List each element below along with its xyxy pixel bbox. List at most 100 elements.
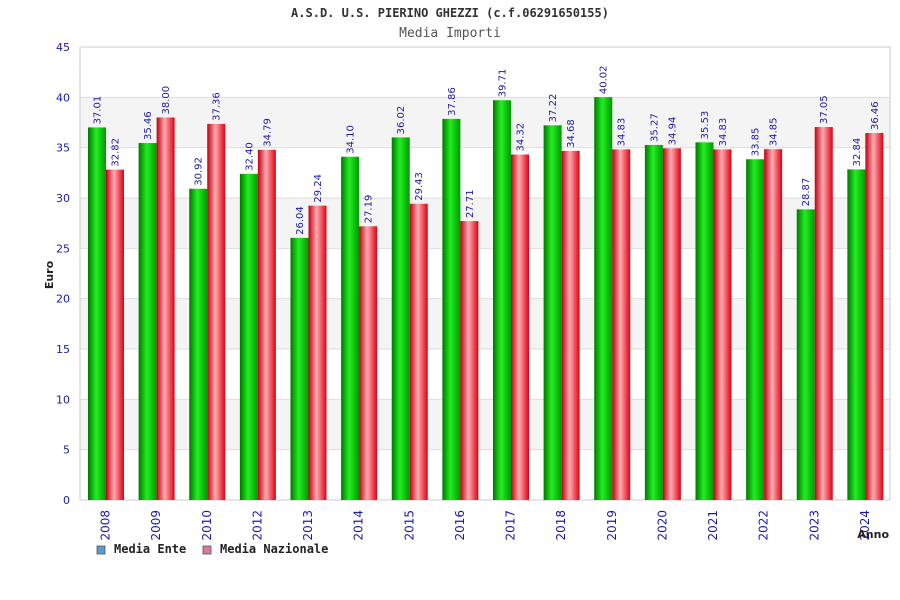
data-label: 32.40 bbox=[244, 142, 255, 171]
bar-media-ente bbox=[493, 100, 511, 500]
y-tick-label: 45 bbox=[56, 41, 70, 54]
bar-media-nazionale bbox=[460, 221, 479, 500]
bar-media-nazionale bbox=[814, 127, 833, 500]
data-label: 38.00 bbox=[161, 86, 172, 115]
data-label: 35.46 bbox=[143, 111, 154, 140]
legend-swatch bbox=[96, 545, 106, 555]
bar-media-ente bbox=[442, 118, 461, 500]
data-label: 37.22 bbox=[548, 94, 559, 123]
legend-swatch bbox=[202, 545, 212, 555]
y-tick-label: 20 bbox=[56, 293, 70, 306]
bar-media-nazionale bbox=[865, 132, 884, 500]
x-tick-label: 2013 bbox=[301, 510, 315, 541]
data-label: 34.79 bbox=[262, 118, 273, 147]
bar-media-ente bbox=[644, 144, 663, 500]
y-axis-title: Euro bbox=[43, 260, 56, 289]
x-tick-label: 2019 bbox=[605, 510, 619, 541]
x-tick-label: 2008 bbox=[99, 510, 113, 541]
data-label: 40.02 bbox=[599, 65, 610, 94]
bar-media-ente bbox=[88, 127, 106, 500]
chart-title: A.S.D. U.S. PIERINO GHEZZI (c.f.06291650… bbox=[291, 6, 609, 20]
data-label: 34.10 bbox=[346, 125, 357, 154]
x-tick-label: 2015 bbox=[402, 510, 416, 541]
bar-media-nazionale bbox=[561, 150, 580, 500]
x-axis-ticks: 2008 2009 2010 2012 2013 2014 2015 2016 2017 2018… bbox=[99, 510, 872, 541]
bar-media-nazionale bbox=[156, 117, 175, 500]
data-label: 34.68 bbox=[566, 119, 577, 148]
x-tick-label: 2023 bbox=[807, 510, 821, 541]
data-label: 33.85 bbox=[751, 128, 762, 157]
bar-media-ente bbox=[746, 159, 765, 500]
data-label: 34.85 bbox=[769, 118, 780, 147]
data-label: 34.94 bbox=[667, 117, 678, 146]
chart-subtitle: Media Importi bbox=[399, 26, 501, 41]
x-tick-label: 2009 bbox=[149, 510, 163, 541]
plot-area-border bbox=[79, 46, 891, 501]
x-tick-label: 2020 bbox=[655, 510, 669, 541]
data-label: 29.43 bbox=[414, 172, 425, 201]
bar-media-ente bbox=[594, 97, 613, 501]
bar-media-nazionale bbox=[409, 203, 428, 500]
bar-media-ente bbox=[189, 188, 208, 501]
bar-media-nazionale bbox=[764, 149, 783, 500]
data-label: 35.53 bbox=[700, 111, 711, 140]
data-label: 37.86 bbox=[447, 87, 458, 116]
x-tick-label: 2016 bbox=[453, 510, 467, 541]
x-tick-label: 2021 bbox=[706, 510, 720, 541]
bar-media-nazionale bbox=[207, 123, 226, 500]
bar-media-nazionale bbox=[612, 149, 631, 501]
bars bbox=[88, 97, 884, 501]
bar-media-ente bbox=[138, 143, 157, 500]
bar-media-ente bbox=[391, 137, 410, 500]
data-label: 32.82 bbox=[111, 138, 122, 167]
data-label: 29.24 bbox=[313, 174, 324, 203]
x-tick-label: 2010 bbox=[200, 510, 214, 541]
data-label: 32.84 bbox=[852, 138, 863, 167]
x-axis-title: Anno bbox=[857, 528, 889, 541]
y-tick-label: 40 bbox=[56, 91, 70, 104]
x-tick-label: 2012 bbox=[250, 510, 264, 541]
bar-media-ente bbox=[341, 156, 360, 500]
x-tick-label: 2024 bbox=[858, 510, 872, 541]
bar-media-ente bbox=[796, 209, 815, 500]
bar-media-nazionale bbox=[257, 149, 276, 500]
data-label: 34.83 bbox=[718, 118, 729, 147]
bar-media-nazionale bbox=[662, 148, 681, 500]
bar-media-ente bbox=[695, 142, 714, 500]
data-label: 36.02 bbox=[396, 106, 407, 135]
bar-media-nazionale bbox=[106, 169, 124, 500]
background-band bbox=[80, 47, 890, 98]
data-label: 37.05 bbox=[819, 95, 830, 124]
y-tick-label: 15 bbox=[56, 343, 70, 356]
bar-media-nazionale bbox=[308, 205, 327, 500]
data-label: 39.71 bbox=[498, 69, 509, 98]
legend: Media Ente Media Nazionale bbox=[96, 542, 328, 556]
y-tick-label: 30 bbox=[56, 192, 70, 205]
data-label: 37.01 bbox=[93, 96, 104, 125]
y-axis-ticks: 0 5 10 15 20 25 30 35 40 45 bbox=[56, 41, 70, 507]
legend-label: Media Ente bbox=[114, 542, 186, 556]
data-label: 34.32 bbox=[516, 123, 527, 152]
x-tick-label: 2017 bbox=[504, 510, 518, 541]
data-label: 27.19 bbox=[364, 195, 375, 224]
x-tick-label: 2022 bbox=[757, 510, 771, 541]
data-labels: 37.01 32.82 35.46 38.00 30.92 37.36 32.40 34.79… bbox=[93, 65, 881, 234]
data-label: 37.36 bbox=[212, 92, 223, 121]
bar-media-nazionale bbox=[359, 226, 378, 500]
bar-media-ente bbox=[290, 237, 309, 500]
bar-media-ente bbox=[543, 125, 562, 500]
bar-media-nazionale bbox=[511, 154, 529, 500]
y-tick-label: 35 bbox=[56, 142, 70, 155]
bar-media-ente bbox=[847, 169, 866, 501]
y-tick-label: 5 bbox=[63, 444, 70, 457]
data-label: 30.92 bbox=[194, 157, 205, 186]
data-label: 26.04 bbox=[295, 206, 306, 235]
data-label: 28.87 bbox=[801, 178, 812, 207]
y-tick-label: 0 bbox=[63, 494, 70, 507]
y-tick-label: 25 bbox=[56, 242, 70, 255]
bar-media-nazionale bbox=[713, 149, 732, 501]
x-tick-label: 2018 bbox=[554, 510, 568, 541]
data-label: 27.71 bbox=[465, 189, 476, 218]
x-tick-label: 2014 bbox=[352, 510, 366, 541]
